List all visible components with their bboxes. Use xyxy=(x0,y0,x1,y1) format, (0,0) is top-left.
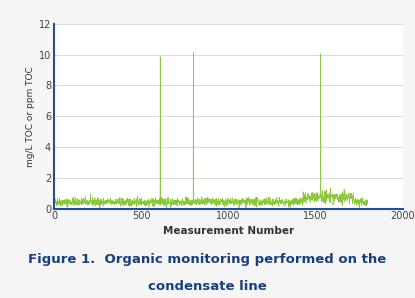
X-axis label: Measurement Number: Measurement Number xyxy=(163,226,294,235)
Text: condensate line: condensate line xyxy=(148,280,267,293)
Text: Figure 1.  Organic monitoring performed on the: Figure 1. Organic monitoring performed o… xyxy=(28,253,387,266)
Y-axis label: mg/L TOC or ppm TOC: mg/L TOC or ppm TOC xyxy=(26,66,34,167)
